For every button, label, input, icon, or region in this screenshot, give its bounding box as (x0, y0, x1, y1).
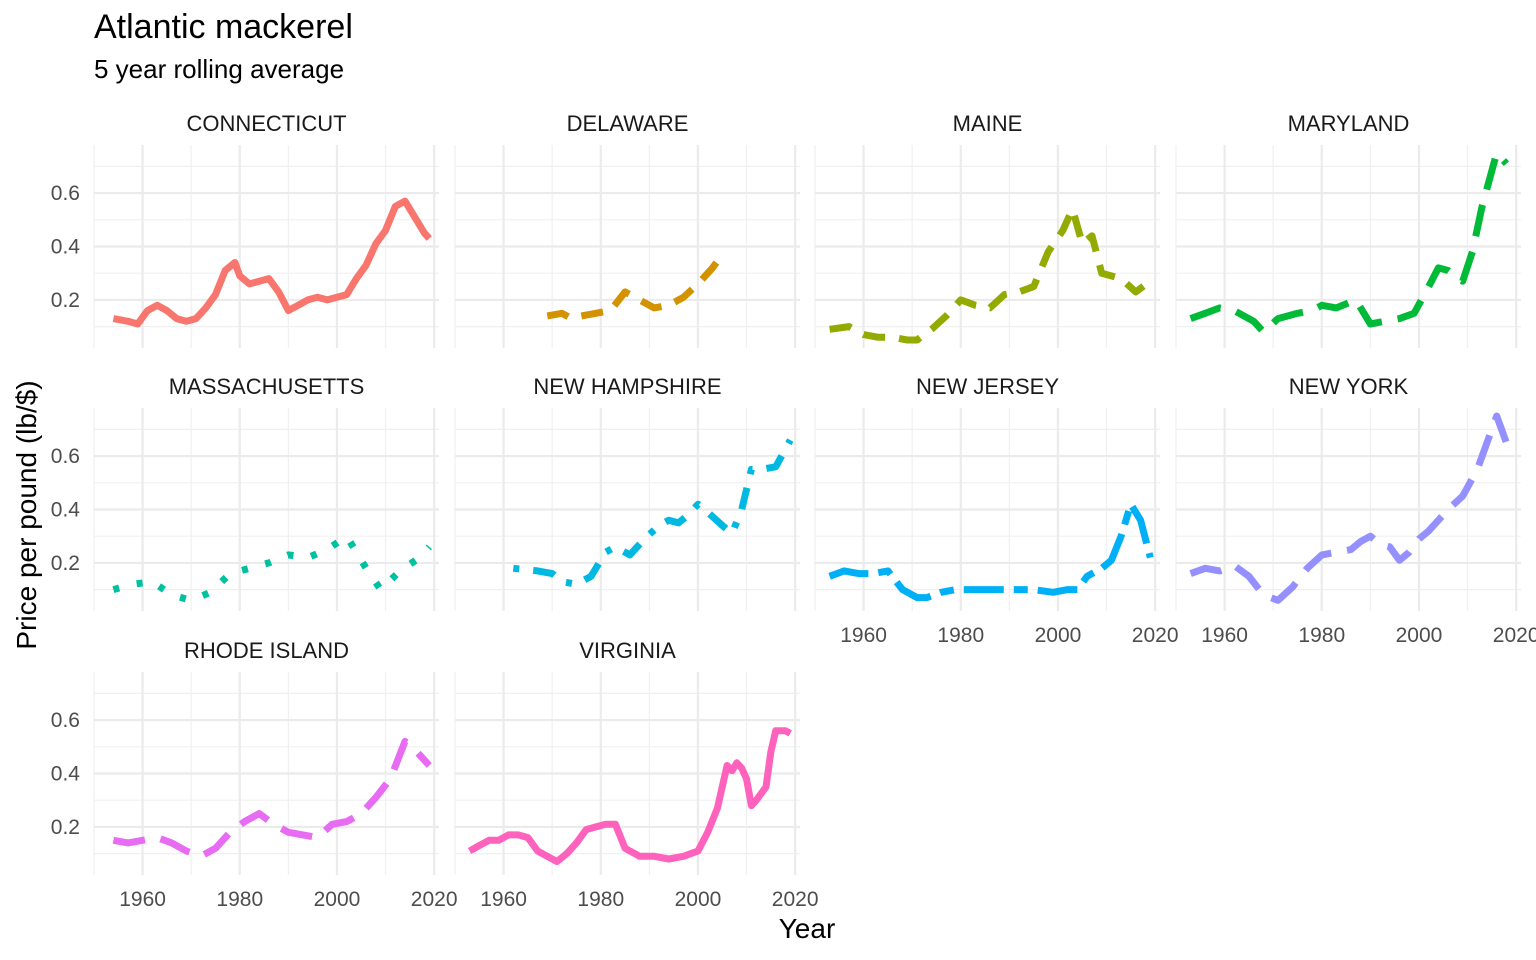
facet-rhode-island: RHODE ISLAND 0.2 0.4 0.6 1960 1980 2000 2020 (51, 638, 458, 911)
x-tick-label: 2020 (772, 888, 819, 911)
facet-strip-label: VIRGINIA (579, 638, 676, 663)
x-tick-label: 1960 (1201, 624, 1248, 647)
facet-strip-label: MARYLAND (1288, 111, 1410, 136)
x-tick-label: 2000 (314, 888, 361, 911)
facet-new-york: NEW YORK 1960 1980 2000 2020 (1175, 374, 1536, 647)
facet-strip-label: CONNECTICUT (186, 111, 346, 136)
facet-strip-label: NEW JERSEY (916, 374, 1059, 399)
x-tick-label: 1980 (216, 888, 263, 911)
facet-delaware: DELAWARE (454, 111, 800, 348)
facet-strip-label: NEW YORK (1289, 374, 1409, 399)
x-tick-label: 2000 (1035, 624, 1082, 647)
facet-new-hampshire: NEW HAMPSHIRE (454, 374, 800, 611)
x-tick-label: 2020 (411, 888, 458, 911)
facet-maine: MAINE (814, 111, 1160, 348)
y-tick-label: 0.6 (51, 182, 80, 205)
y-tick-label: 0.6 (51, 445, 80, 468)
y-tick-label: 0.2 (51, 552, 80, 575)
facet-strip-label: NEW HAMPSHIRE (533, 374, 721, 399)
x-tick-label: 1960 (840, 624, 887, 647)
chart-subtitle: 5 year rolling average (94, 54, 345, 84)
series-line-rhode-island (112, 737, 432, 860)
facet-strip-label: MASSACHUSETTS (169, 374, 365, 399)
facet-strip-label: MAINE (953, 111, 1023, 136)
chart-title: Atlantic mackerel (94, 8, 353, 46)
series-line-delaware (546, 252, 726, 323)
x-tick-label: 2000 (1396, 624, 1443, 647)
facet-strip-label: RHODE ISLAND (184, 638, 349, 663)
x-tick-label: 2000 (675, 888, 722, 911)
series-line-new-hampshire (512, 438, 794, 588)
y-tick-label: 0.4 (51, 236, 81, 259)
panels-layer: CONNECTICUT 0.2 0.4 0.6 DELAWARE MAINE MARYLAN… (51, 111, 1536, 911)
x-tick-label: 2020 (1493, 624, 1536, 647)
series-line-virginia (467, 727, 792, 866)
y-tick-label: 0.4 (51, 499, 81, 522)
facet-virginia: VIRGINIA 1960 1980 2000 2020 (454, 638, 819, 911)
series-line-new-jersey (828, 500, 1154, 602)
x-tick-label: 1960 (480, 888, 527, 911)
y-tick-label: 0.2 (51, 289, 80, 312)
facet-connecticut: CONNECTICUT 0.2 0.4 0.6 (51, 111, 439, 348)
y-tick-label: 0.6 (51, 709, 80, 732)
series-line-maryland (1189, 149, 1509, 336)
x-tick-label: 1980 (937, 624, 984, 647)
series-line-maine (829, 205, 1153, 344)
facet-strip-label: DELAWARE (567, 111, 689, 136)
x-tick-label: 1980 (1298, 624, 1345, 647)
x-tick-label: 2020 (1132, 624, 1179, 647)
y-axis-title: Price per pound (lb/$) (11, 380, 42, 649)
x-tick-label: 1960 (119, 888, 166, 911)
series-line-connecticut (112, 197, 432, 328)
facet-maryland: MARYLAND (1175, 111, 1521, 348)
y-tick-label: 0.2 (51, 816, 80, 839)
x-axis-title: Year (779, 913, 836, 944)
x-tick-label: 1980 (577, 888, 624, 911)
series-line-new-york (1189, 412, 1515, 604)
series-line-massachusetts (112, 532, 432, 604)
y-tick-label: 0.4 (51, 763, 81, 786)
facet-massachusetts: MASSACHUSETTS 0.2 0.4 0.6 (51, 374, 439, 611)
facet-new-jersey: NEW JERSEY 1960 1980 2000 2020 (814, 374, 1179, 647)
